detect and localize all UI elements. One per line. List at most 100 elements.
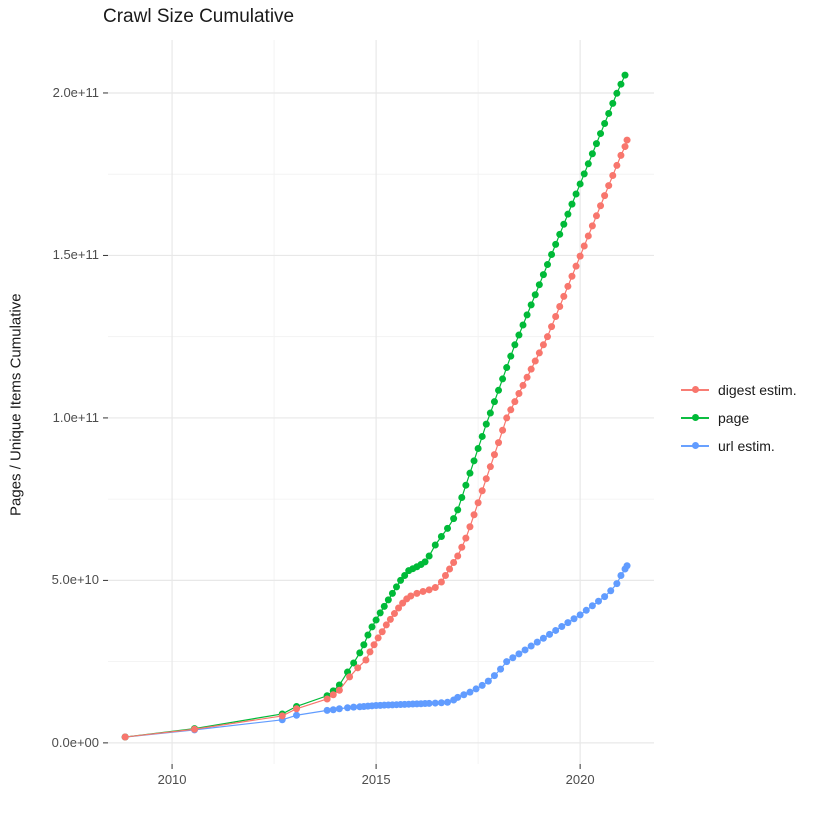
data-point [444,524,452,532]
data-point [490,451,498,459]
data-point [543,261,551,269]
data-point [539,271,547,279]
data-point [515,331,523,339]
data-point [576,252,584,260]
chart-title: Crawl Size Cumulative [103,6,295,27]
data-point [623,136,631,144]
data-point [407,592,415,600]
data-point [329,691,337,699]
data-point [519,321,527,329]
data-point [523,311,531,319]
data-point [378,628,386,636]
data-point [499,426,507,434]
data-point [482,420,490,428]
legend-item-page: page [681,408,797,427]
data-point [474,444,482,452]
data-point [346,673,354,681]
data-point [572,262,580,270]
data-point [121,733,129,741]
data-point [592,212,600,220]
data-point [601,593,609,601]
data-point [580,170,588,178]
legend-key-point-line-icon [681,438,709,453]
data-point [413,589,421,597]
legend-item-url-estim: url estim. [681,436,797,455]
data-point [617,151,625,159]
data-point [490,398,498,406]
data-point [376,609,384,617]
data-point [362,656,370,664]
data-point [425,552,433,560]
data-point [366,648,374,656]
data-point [552,626,560,634]
data-point [564,210,572,218]
data-point [335,705,343,713]
data-point [419,587,427,595]
data-point [564,619,572,627]
data-point [539,341,547,349]
data-point [507,406,515,414]
data-point [360,641,368,649]
legend-key-point-line-icon [681,410,709,425]
data-point [486,409,494,417]
data-point [323,706,331,714]
data-point [390,610,398,618]
legend-label: page [718,409,750,426]
data-point [370,641,378,649]
data-point [588,602,596,610]
data-point [466,688,474,696]
y-tick-label: 1.0e+11 [52,409,99,425]
data-point [595,597,603,605]
data-point [478,432,486,440]
data-point [482,475,490,483]
data-point [582,606,590,614]
data-point [368,623,376,631]
data-point [511,341,519,349]
data-point [552,240,560,248]
data-point [535,349,543,357]
data-point [576,611,584,619]
data-point [191,725,199,733]
data-point [576,180,584,188]
data-point [535,281,543,289]
data-point [470,511,478,519]
data-point [388,589,396,597]
data-point [601,192,609,200]
data-point [580,242,588,250]
data-point [335,681,343,689]
data-point [531,291,539,299]
x-tick-label: 2020 [565,772,595,787]
data-point [484,677,492,685]
data-point [568,272,576,280]
data-point [613,161,621,169]
data-point [527,642,535,650]
data-point [350,659,358,667]
data-point [372,616,380,624]
data-point [278,712,286,720]
data-point [623,562,631,570]
data-point [454,552,462,560]
data-point [601,120,609,128]
data-point [588,222,596,230]
legend-label: digest estim. [718,381,797,398]
data-point [592,140,600,148]
data-point [335,686,343,694]
data-point [380,602,388,610]
data-point [462,534,470,542]
data-point [621,143,629,151]
y-tick-label: 0.0e+00 [51,734,99,750]
data-point [588,150,596,158]
data-point [527,301,535,309]
data-point [386,615,394,623]
legend-key-point-line-icon [681,382,709,397]
x-tick-label: 2015 [361,772,391,787]
data-point [466,469,474,477]
data-point [478,487,486,495]
data-point [497,665,505,673]
data-point [397,576,405,584]
data-point [474,499,482,507]
data-point [437,533,445,541]
data-point [523,373,531,381]
data-point [556,302,564,310]
data-point [548,250,556,258]
